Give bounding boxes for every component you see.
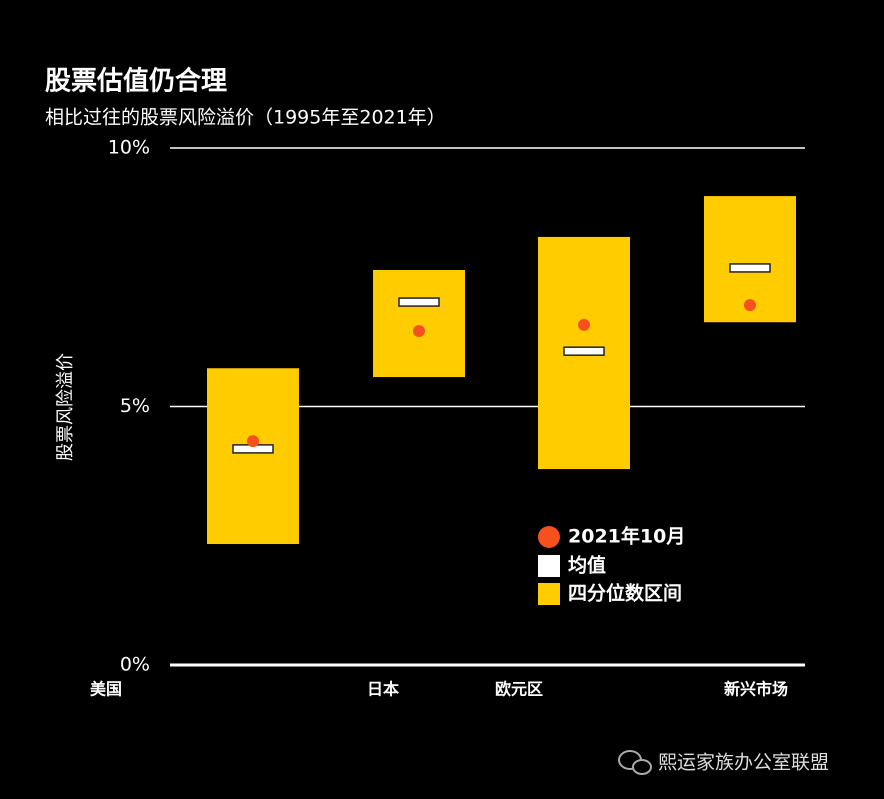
x-tick-label: 美国: [90, 680, 122, 699]
legend-label: 2021年10月: [568, 525, 685, 548]
x-tick-label: 新兴市场: [724, 680, 788, 699]
x-tick-label: 欧元区: [495, 680, 543, 699]
watermark-icon: [618, 750, 652, 775]
quartile-box: [373, 270, 465, 378]
mean-marker: [398, 297, 440, 307]
x-tick-label: 日本: [367, 680, 399, 699]
chart-subtitle: 相比过往的股票风险溢价（1995年至2021年）: [45, 107, 446, 129]
y-tick-label: 0%: [120, 654, 150, 676]
current-dot: [247, 435, 259, 448]
legend-label: 均值: [568, 554, 606, 577]
legend-swatch: [538, 526, 560, 548]
mean-marker: [729, 263, 771, 273]
legend-label: 四分位数区间: [568, 582, 682, 605]
current-dot: [413, 325, 425, 338]
legend-swatch: [538, 555, 560, 577]
current-dot: [578, 318, 590, 331]
legend-swatch: [538, 583, 560, 605]
chart-title: 股票估值仍合理: [45, 66, 227, 97]
quartile-box: [207, 368, 299, 545]
y-axis-label: 股票风险溢价: [55, 353, 76, 461]
y-tick-label: 10%: [108, 137, 150, 159]
current-dot: [744, 299, 756, 312]
watermark: 熙运家族办公室联盟: [658, 752, 829, 774]
y-tick-label: 5%: [120, 395, 150, 417]
mean-marker: [563, 346, 605, 356]
